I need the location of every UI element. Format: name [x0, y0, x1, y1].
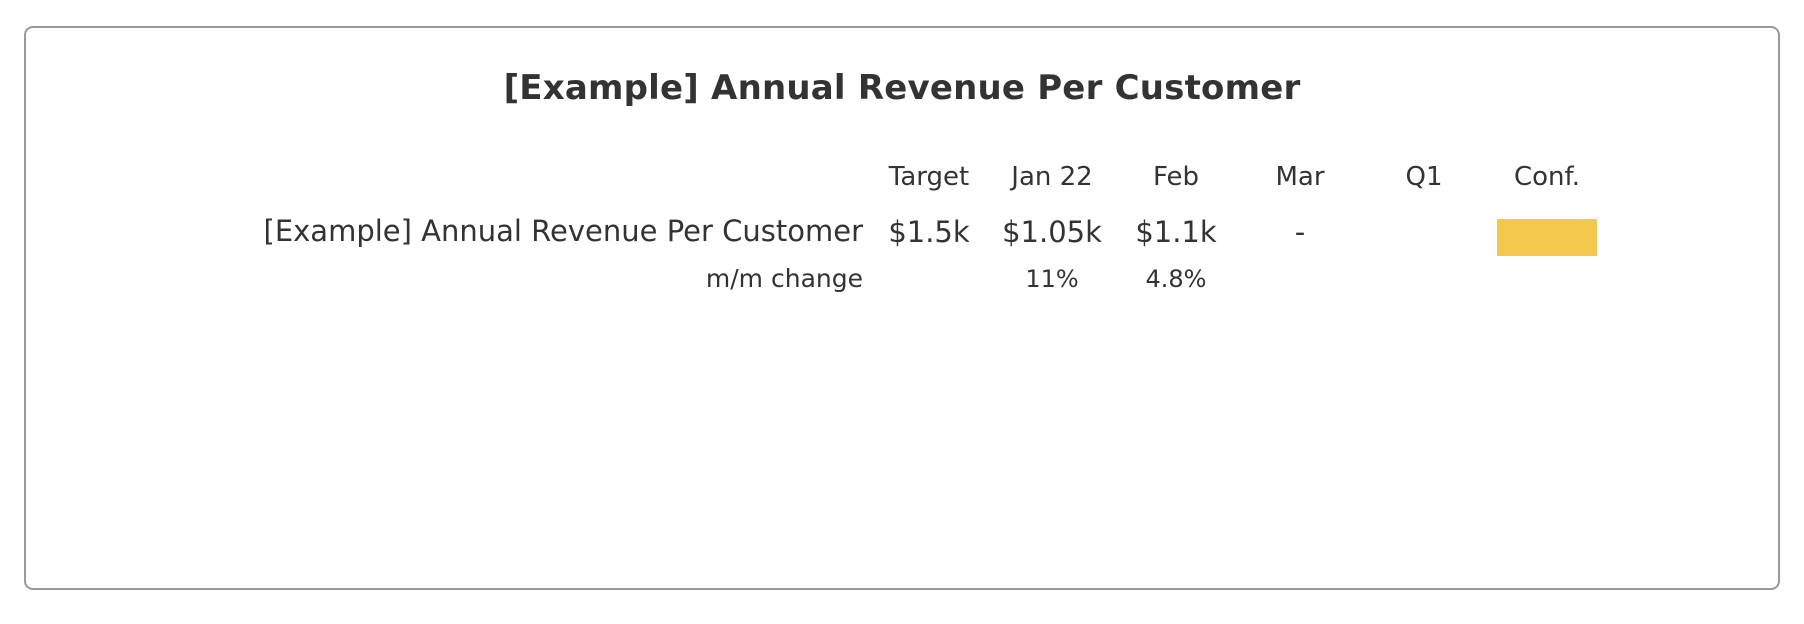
column-header-mar: Mar [1275, 162, 1325, 192]
metric-card: [Example] Annual Revenue Per Customer Ta… [24, 26, 1780, 590]
column-header-jan: Jan 22 [1011, 162, 1093, 192]
card-title: [Example] Annual Revenue Per Customer [503, 68, 1301, 108]
change-feb-value: 4.8% [1145, 265, 1207, 293]
column-header-q1: Q1 [1405, 162, 1443, 192]
change-jan-value: 11% [1025, 265, 1079, 293]
column-header-conf: Conf. [1513, 162, 1581, 192]
metric-feb-value: $1.1k [1135, 215, 1217, 249]
column-header-target: Target [888, 162, 970, 192]
change-row-label: m/m change [705, 264, 863, 293]
metric-row-label: [Example] Annual Revenue Per Customer [263, 214, 864, 248]
confidence-indicator [1497, 219, 1597, 256]
metric-mar-value: - [1294, 215, 1306, 249]
column-header-feb: Feb [1152, 162, 1200, 192]
metric-target-value: $1.5k [888, 215, 970, 249]
metric-jan-value: $1.05k [1002, 215, 1102, 249]
